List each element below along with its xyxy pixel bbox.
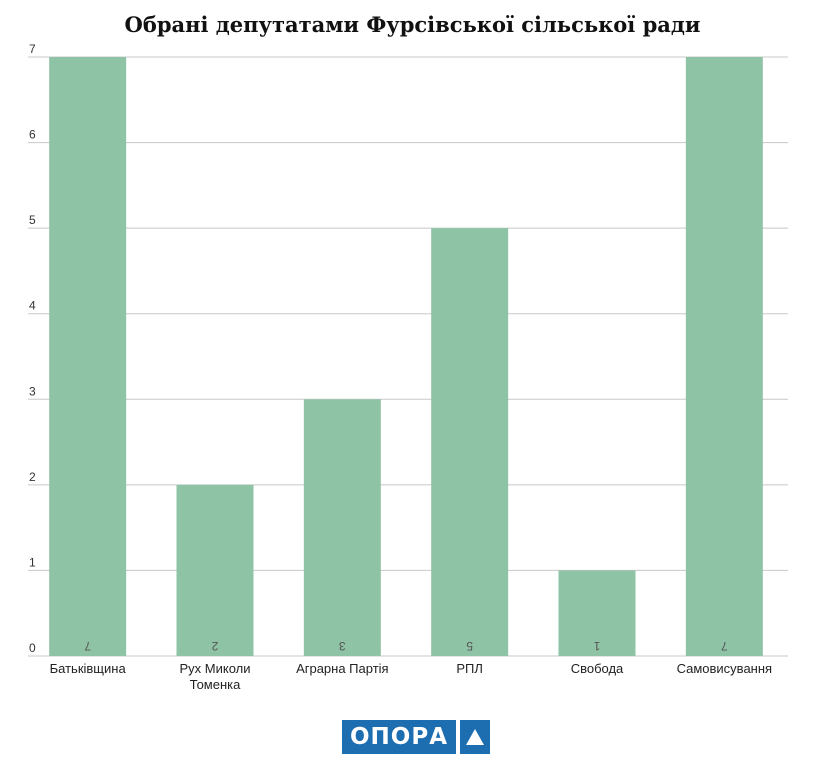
triangle-icon bbox=[460, 720, 491, 754]
x-tick-label: Батьківщина bbox=[50, 661, 127, 676]
bar bbox=[685, 57, 763, 656]
x-tick-label: РПЛ bbox=[456, 661, 483, 676]
data-label: 2 bbox=[211, 639, 218, 653]
bar bbox=[176, 484, 254, 656]
x-tick-label: Самовисування bbox=[677, 661, 773, 676]
x-tick-label: Аграрна Партія bbox=[296, 661, 389, 676]
bar bbox=[431, 228, 509, 656]
y-tick-label: 0 bbox=[29, 641, 36, 655]
y-tick-label: 7 bbox=[29, 42, 36, 56]
data-label: 7 bbox=[721, 639, 728, 653]
bar bbox=[49, 57, 127, 656]
x-tick-label: Рух Миколи bbox=[180, 661, 251, 676]
y-tick-label: 3 bbox=[29, 384, 36, 398]
y-tick-label: 2 bbox=[29, 470, 36, 484]
chart-title: Обрані депутатами Фурсівської сільської … bbox=[124, 12, 701, 37]
bar bbox=[303, 399, 381, 656]
bar bbox=[558, 570, 636, 656]
y-tick-label: 4 bbox=[29, 299, 36, 313]
x-tick-label: Томенка bbox=[190, 677, 241, 692]
data-label: 3 bbox=[339, 639, 346, 653]
y-tick-label: 1 bbox=[29, 555, 36, 569]
y-tick-label: 6 bbox=[29, 128, 36, 142]
y-tick-label: 5 bbox=[29, 213, 36, 227]
x-tick-label: Свобода bbox=[571, 661, 624, 676]
data-label: 5 bbox=[466, 639, 473, 653]
opora-logo: ОПОРА bbox=[342, 720, 491, 754]
data-label: 7 bbox=[84, 639, 91, 653]
data-label: 1 bbox=[593, 639, 600, 653]
logo-text: ОПОРА bbox=[342, 720, 457, 754]
